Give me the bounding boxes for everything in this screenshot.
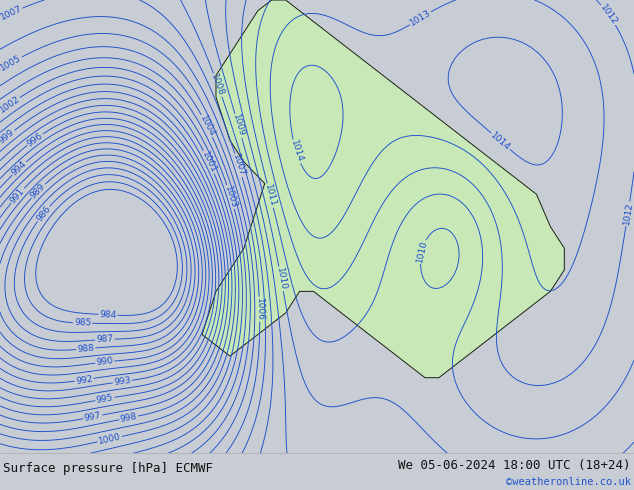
Text: 993: 993 (113, 376, 131, 387)
Text: 989: 989 (29, 182, 48, 200)
Text: 1001: 1001 (200, 150, 218, 174)
Text: 1002: 1002 (0, 94, 22, 115)
Text: ©weatheronline.co.uk: ©weatheronline.co.uk (506, 477, 631, 487)
Text: 990: 990 (96, 357, 114, 368)
Text: 988: 988 (77, 343, 95, 354)
Text: 1011: 1011 (263, 183, 278, 208)
Text: 1009: 1009 (231, 114, 246, 138)
Text: 1010: 1010 (275, 267, 288, 291)
Text: 1012: 1012 (598, 3, 619, 26)
Text: 984: 984 (100, 310, 117, 320)
Text: 1005: 1005 (0, 53, 23, 73)
Text: 1013: 1013 (408, 8, 432, 28)
Text: 985: 985 (74, 318, 91, 328)
Text: 1008: 1008 (209, 73, 226, 98)
Text: 986: 986 (34, 204, 52, 223)
Polygon shape (202, 0, 564, 378)
Text: 998: 998 (119, 412, 138, 424)
Text: 1007: 1007 (0, 4, 23, 22)
Text: 1014: 1014 (489, 130, 512, 152)
Text: 1004: 1004 (198, 114, 216, 138)
Text: 997: 997 (84, 411, 102, 423)
Text: Surface pressure [hPa] ECMWF: Surface pressure [hPa] ECMWF (3, 462, 213, 475)
Text: 996: 996 (25, 131, 44, 148)
Text: 1006: 1006 (255, 297, 264, 321)
Text: 992: 992 (75, 374, 93, 386)
Text: 987: 987 (96, 335, 113, 344)
Text: 1010: 1010 (415, 240, 429, 264)
Text: 999: 999 (0, 127, 16, 146)
Text: 991: 991 (8, 186, 27, 205)
Text: 995: 995 (96, 393, 114, 405)
Text: 1003: 1003 (223, 185, 238, 209)
Text: 1012: 1012 (621, 202, 634, 226)
Text: 1014: 1014 (288, 139, 304, 164)
Text: 1007: 1007 (231, 153, 246, 177)
Text: 1000: 1000 (98, 432, 122, 446)
Text: 994: 994 (10, 159, 29, 177)
Text: We 05-06-2024 18:00 UTC (18+24): We 05-06-2024 18:00 UTC (18+24) (398, 459, 631, 471)
